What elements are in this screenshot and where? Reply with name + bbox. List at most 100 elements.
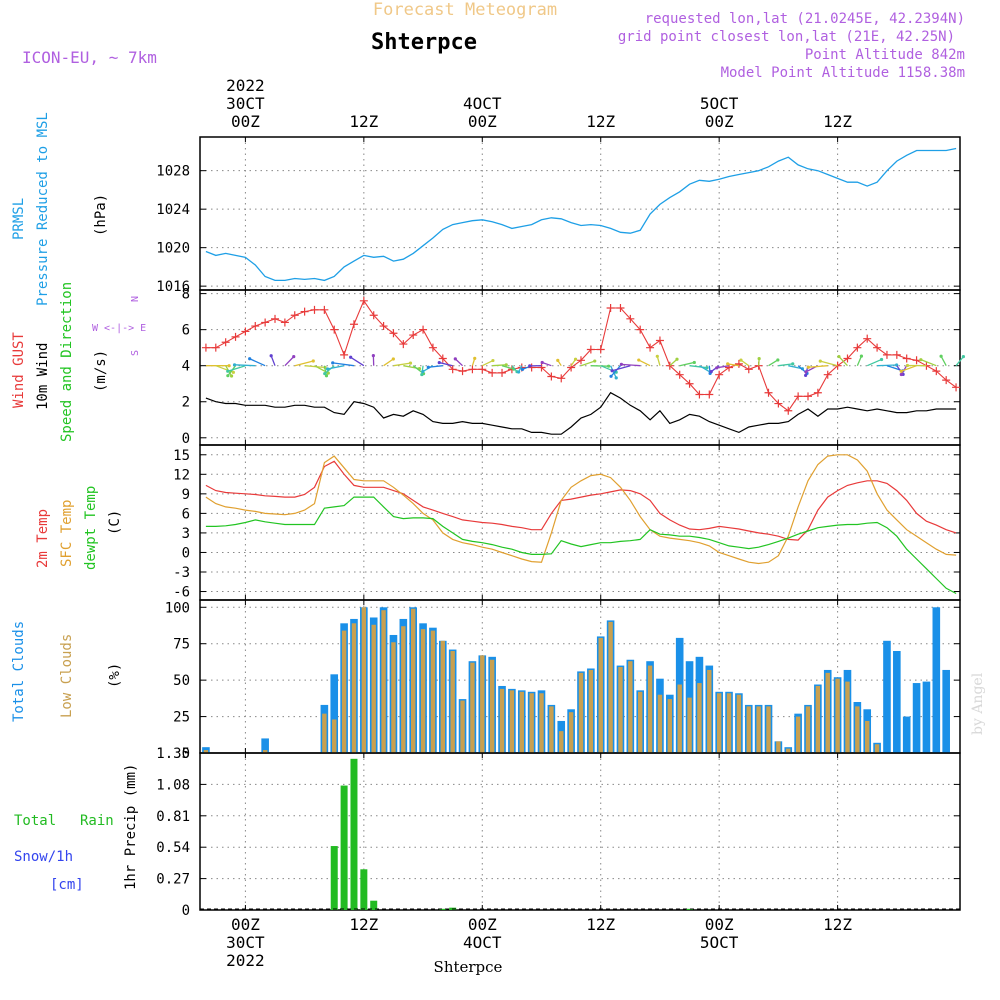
wind-arrow-head: [349, 355, 353, 359]
wind-arrow-head: [491, 358, 495, 363]
bottom-time-label: 00Z: [468, 915, 497, 934]
gust-marker: [873, 343, 882, 352]
low-cloud-bar: [697, 683, 702, 753]
precip-cm-label: [cm]: [50, 877, 84, 893]
sfc-temp-line: [205, 454, 957, 565]
total-cloud-bar: [912, 683, 921, 753]
cloud-title-units: (%): [107, 663, 123, 688]
low-cloud-bar: [825, 672, 830, 753]
gust-marker: [892, 350, 901, 359]
low-cloud-bar: [865, 720, 870, 753]
bottom-time-label: 2022: [226, 951, 265, 970]
gust-marker: [626, 314, 635, 323]
gust-marker: [902, 354, 911, 363]
compass-n: N: [130, 296, 141, 302]
gust-marker: [734, 359, 743, 368]
gust-marker: [853, 343, 862, 352]
wind-arrow-head: [726, 362, 730, 366]
gust-marker: [863, 334, 872, 343]
wind-arrow-head: [326, 367, 330, 371]
gust-marker: [932, 367, 941, 376]
wind-arrow: [768, 359, 779, 367]
gust-marker: [320, 305, 329, 314]
gust-marker: [882, 350, 891, 359]
low-cloud-bar: [805, 706, 811, 753]
top-time-label: 12Z: [823, 112, 852, 131]
panel-3: 0 25 50 75 100: [165, 599, 961, 762]
gust-line: [205, 299, 957, 412]
wind-arrow: [350, 356, 365, 367]
low-cloud-bar: [687, 697, 692, 753]
wind-arrow: [638, 359, 651, 367]
low-cloud-bar: [874, 744, 880, 753]
gust-marker: [201, 343, 210, 352]
wind-arrow-head: [517, 370, 521, 374]
low-cloud-bar: [391, 642, 396, 753]
y-tick-label: 2: [182, 395, 190, 411]
cloud-title-low: Low Clouds: [59, 634, 75, 718]
low-cloud-bar: [568, 712, 574, 753]
y-tick-label: 0: [182, 746, 190, 762]
pressure-title-line1: PRMSL: [11, 198, 27, 240]
low-cloud-bar: [410, 608, 416, 753]
panels: 101610201024102802468-6-3036912150255075…: [156, 136, 965, 919]
gust-marker: [251, 322, 260, 331]
wind-arrow: [227, 365, 237, 377]
wind-arrow: [332, 362, 355, 367]
wind-arrow-head: [637, 358, 641, 362]
low-cloud-bar: [588, 669, 594, 753]
wind-arrow-head: [248, 357, 252, 361]
y-tick-label: 9: [182, 487, 190, 503]
top-time-label: 12Z: [349, 112, 378, 131]
wind-title-units: (m/s): [93, 350, 109, 392]
compass-s: S: [130, 350, 141, 356]
precip-axis-title: 1hr Precip (mm) Total Rain Snow/1h [cm]: [14, 764, 139, 893]
rain-bar: [360, 869, 368, 910]
precip-title: 1hr Precip (mm): [123, 764, 139, 890]
gust-marker: [636, 325, 645, 334]
gust-marker: [290, 311, 299, 320]
temp-title-sfc: SFC Temp: [59, 500, 75, 567]
wind-arrow-head: [292, 355, 296, 359]
wind-arrow-head: [655, 354, 659, 358]
y-tick-label: 50: [173, 673, 190, 689]
wind-arrow: [778, 363, 793, 367]
gust-marker: [616, 304, 625, 313]
low-cloud-bar: [371, 624, 376, 753]
low-cloud-bar: [647, 665, 653, 753]
low-cloud-bar: [707, 669, 712, 753]
wind-arrow-head: [311, 359, 315, 363]
gust-marker: [675, 370, 684, 379]
gust-marker: [468, 365, 477, 374]
wind-arrow-head: [540, 360, 544, 365]
low-cloud-bar: [578, 672, 584, 753]
panel-0: 1016 1020 1024 1028: [156, 136, 961, 295]
gust-marker: [211, 343, 220, 352]
cloud-axis-title: Total Clouds Low Clouds (%): [11, 621, 123, 722]
wind-arrow-head: [331, 361, 335, 365]
low-cloud-bar: [598, 637, 603, 753]
wind-arrow-head: [692, 360, 696, 365]
gust-marker: [261, 318, 270, 327]
low-cloud-bar: [519, 691, 524, 753]
wind-arrow: [679, 361, 695, 367]
y-tick-label: 6: [182, 506, 190, 522]
total-cloud-bar: [902, 716, 911, 753]
wind-arrow: [284, 356, 295, 367]
top-time-label: 30CT: [226, 94, 265, 113]
gust-marker: [419, 325, 428, 334]
gust-marker: [576, 356, 585, 365]
top-time-label: 4OCT: [463, 94, 502, 113]
wind-arrow: [482, 359, 494, 367]
temp-axis-title: 2m Temp SFC Temp dewpt Temp (C): [35, 486, 123, 570]
bottom-time-label: 5OCT: [700, 933, 739, 952]
low-cloud-bar: [726, 693, 732, 753]
wind-arrow: [249, 358, 266, 367]
low-cloud-bar: [499, 688, 505, 753]
wind-arrow-head: [593, 359, 597, 363]
gust-marker: [942, 376, 951, 385]
wind-arrow-head: [879, 357, 884, 362]
temp-title-units: (C): [107, 510, 123, 535]
y-tick-label: 0.54: [156, 840, 190, 856]
